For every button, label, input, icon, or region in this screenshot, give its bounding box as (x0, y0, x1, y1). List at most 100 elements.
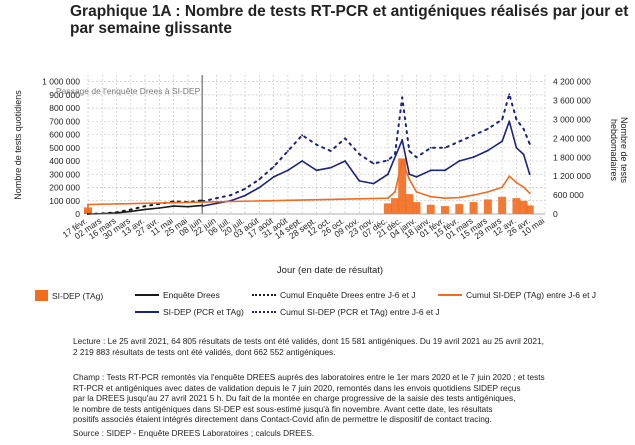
legend-label-drees: Enquête Drees (163, 290, 220, 300)
champ-line-2: RT-PCR et antigéniques avec dates de val… (73, 382, 521, 393)
series-point-5 (472, 194, 475, 196)
legend-label-sidep: SI-DEP (PCR et TAg) (163, 307, 244, 317)
series-point-5 (528, 192, 531, 195)
lecture-line-2: 2 219 883 résultats de tests ont été val… (73, 346, 336, 357)
series-point-4 (358, 153, 361, 156)
series-point-5 (87, 208, 89, 211)
bar-tag (441, 206, 450, 214)
series-point-4 (508, 93, 511, 96)
y-axis-left-label: Nombre de tests quotidiens (13, 90, 23, 200)
legend-item-sidep: SI-DEP (PCR et TAg) (135, 307, 244, 317)
champ-line-3: par la DREES jusqu'au 27 avril 2021 5 h.… (73, 393, 516, 403)
series-point-5 (501, 186, 504, 189)
series-point-1 (144, 208, 147, 211)
series-point-4 (244, 187, 246, 190)
series-point-5 (522, 186, 525, 189)
y-right-tick-label: 4 200 000 (553, 77, 591, 87)
series-point-5 (401, 159, 404, 162)
series-point-2 (244, 194, 246, 197)
series-point-2 (358, 180, 361, 182)
bar-tag (512, 198, 521, 214)
series-point-5 (387, 197, 389, 200)
bar-tag (391, 198, 400, 214)
series-point-1 (158, 207, 161, 209)
series-point-4 (429, 146, 432, 149)
series-point-4 (372, 162, 375, 165)
y-left-tick-label: 1 000 000 (42, 77, 80, 87)
y-left-tick-label: 100 000 (49, 196, 80, 206)
y-left-tick-label: 300 000 (49, 169, 80, 179)
series-point-2 (272, 176, 275, 178)
champ-line-4: le nombre de tests antigéniques dans SI-… (73, 403, 493, 414)
series-point-2 (429, 169, 432, 172)
series-point-2 (528, 173, 531, 176)
bar-tag (412, 202, 421, 214)
series-point-4 (272, 165, 275, 168)
series-point-3 (144, 205, 147, 208)
series-point-2 (387, 173, 389, 176)
y-left-tick-label: 500 000 (49, 143, 80, 153)
chart-title: Graphique 1A : Nombre de tests RT-PCR et… (70, 3, 629, 37)
y-left-tick-label: 800 000 (49, 103, 80, 113)
series-point-4 (344, 137, 346, 140)
legend-item-cumul-tag: Cumul SI-DEP (TAg) entre J-6 et J (438, 290, 596, 300)
annotation-label: Passage de l'enquête Drees à SI-DEP (56, 86, 201, 96)
series-point-2 (408, 173, 411, 176)
legend-swatch-drees (135, 294, 159, 296)
legend-item-cumul-drees: Cumul Enquête Drees entre J-6 et J (252, 290, 416, 300)
y-right-tick-label: 3 600 000 (553, 96, 591, 106)
bar-tag (405, 194, 414, 214)
series-point-4 (394, 153, 396, 156)
series-point-2 (522, 153, 525, 156)
series-point-2 (508, 120, 511, 123)
series-point-2 (215, 202, 218, 205)
series-point-2 (258, 186, 261, 189)
series-point-4 (258, 178, 261, 181)
series-point-3 (115, 211, 118, 214)
series-point-2 (486, 149, 489, 152)
series-line-4 (201, 93, 531, 203)
series-point-4 (528, 143, 531, 145)
series-point-5 (444, 197, 446, 200)
series-point-2 (415, 176, 418, 178)
series-point-2 (501, 140, 504, 143)
series-point-5 (394, 191, 396, 193)
series-point-2 (329, 166, 332, 169)
series-point-4 (472, 134, 475, 137)
legend-swatch-cumul-tag (438, 294, 462, 296)
legend-swatch-sidep (135, 311, 159, 313)
series-point-4 (301, 134, 304, 137)
series-point-2 (201, 205, 204, 207)
series-point-4 (229, 194, 232, 196)
bar-tag (519, 200, 528, 214)
legend-swatch-cumul-drees (252, 294, 276, 296)
legend-label-cumul-sidep: Cumul SI-DEP (PCR et TAg) entre J-6 et J (280, 307, 440, 317)
series-point-2 (315, 169, 318, 172)
series-point-4 (401, 96, 404, 99)
bar-tag (483, 199, 492, 214)
bar-tag (426, 204, 435, 214)
lecture-line-1: Lecture : Le 25 avril 2021, 64 805 résul… (73, 336, 544, 346)
x-axis-label: Jour (en date de résultat) (276, 265, 384, 276)
series-point-5 (458, 196, 461, 199)
y-left-tick-label: 900 000 (49, 90, 80, 100)
legend-swatch-tag (35, 290, 48, 301)
champ-note: Champ : Tests RT-PCR remontés via l'enqu… (73, 372, 593, 438)
bar-tag (398, 158, 407, 214)
series-point-4 (387, 159, 389, 162)
series-point-1 (129, 210, 132, 213)
bar-tag (455, 204, 464, 214)
y-left-tick-label: 700 000 (49, 116, 80, 126)
legend-item-cumul-sidep: Cumul SI-DEP (PCR et TAg) entre J-6 et J (252, 307, 440, 317)
series-point-4 (415, 156, 418, 159)
series-point-4 (287, 150, 289, 152)
series-point-2 (472, 156, 475, 158)
bar-tag (498, 196, 507, 214)
champ-line-1: Champ : Tests RT-PCR remontés via l'enqu… (73, 372, 545, 382)
source-line: Source : SIDEP - Enquête DREES Laboratoi… (73, 427, 315, 438)
series-point-2 (344, 160, 346, 162)
y-right-tick-label: 0 (553, 209, 558, 219)
y-left-tick-label: 0 (75, 209, 80, 219)
series-point-2 (287, 169, 289, 172)
